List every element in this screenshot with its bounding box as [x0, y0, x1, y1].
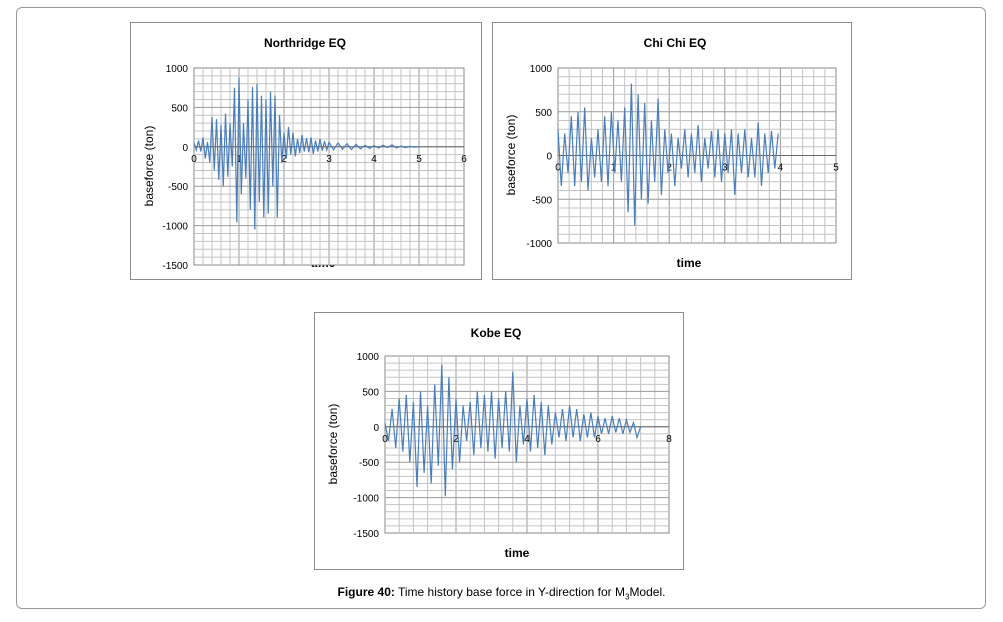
caption-label: Figure 40:	[337, 585, 395, 599]
caption-subscript: 3	[624, 592, 630, 602]
y-tick-label: -1000	[162, 222, 188, 233]
x-tick-label: 8	[666, 434, 672, 445]
x-tick-label: 2	[281, 154, 287, 165]
caption-text-end: Model.	[629, 585, 666, 599]
y-tick-label: 0	[373, 423, 379, 434]
x-tick-label: 5	[833, 163, 839, 174]
caption-text: Time history base force in Y-direction f…	[398, 585, 625, 599]
x-tick-label: 4	[371, 154, 377, 165]
x-tick-label: 6	[595, 434, 601, 445]
y-tick-label: 500	[535, 108, 552, 119]
y-tick-label: -500	[359, 458, 379, 469]
series-line	[557, 83, 779, 226]
y-tick-label: -1000	[353, 494, 379, 505]
y-tick-label: -1500	[353, 529, 379, 540]
x-axis-label: time	[677, 256, 702, 270]
x-tick-label: 2	[666, 163, 672, 174]
y-tick-label: 0	[546, 152, 552, 163]
x-tick-label: 1	[611, 163, 617, 174]
y-tick-label: 1000	[357, 352, 380, 363]
northridge-chart-svg: Northridge EQ time baseforce (ton) 10005…	[142, 36, 467, 272]
x-tick-label: 0	[555, 163, 561, 174]
figure-frame	[16, 7, 986, 609]
x-tick-label: 4	[524, 434, 530, 445]
y-tick-label: -500	[168, 182, 188, 193]
y-tick-label: -1500	[162, 261, 188, 272]
kobe-chart-svg: Kobe EQ time baseforce (ton) 1000 500 0 -50…	[326, 326, 672, 560]
x-tick-label: 2	[453, 434, 459, 445]
chichi-chart-svg: Chi Chi EQ time baseforce (ton) 1000 500 0…	[504, 36, 839, 270]
x-tick-label: 1	[236, 154, 242, 165]
chart-title: Kobe EQ	[471, 326, 522, 340]
x-tick-label: 4	[778, 163, 784, 174]
chart-title: Northridge EQ	[264, 36, 346, 50]
figure-caption: Figure 40: Time history base force in Y-…	[0, 585, 1003, 601]
y-axis-label: baseforce (ton)	[142, 126, 156, 207]
chart-northridge: Northridge EQ time baseforce (ton) 10005…	[130, 22, 482, 280]
y-tick-label: -500	[532, 195, 552, 206]
y-tick-label: -1000	[526, 239, 552, 250]
plot-grid	[557, 67, 837, 244]
x-tick-label: 0	[382, 434, 388, 445]
x-axis-label: time	[505, 546, 530, 560]
chart-kobe: Kobe EQ time baseforce (ton) 1000 500 0 -50…	[314, 312, 684, 570]
y-tick-label: 500	[171, 103, 188, 114]
x-tick-label: 3	[722, 163, 728, 174]
y-tick-label: 1000	[530, 64, 553, 75]
x-tick-label: 3	[326, 154, 332, 165]
x-tick-label: 0	[191, 154, 197, 165]
plot-grid	[384, 355, 670, 534]
y-tick-label: 0	[182, 143, 188, 154]
series-line	[193, 77, 420, 230]
series-line	[384, 364, 642, 497]
chart-title: Chi Chi EQ	[644, 36, 707, 50]
y-tick-label: 1000	[166, 64, 189, 75]
x-tick-label: 5	[416, 154, 422, 165]
y-axis-label: baseforce (ton)	[504, 115, 518, 196]
y-axis-label: baseforce (ton)	[326, 404, 340, 485]
y-tick-label: 500	[362, 387, 379, 398]
x-tick-label: 6	[461, 154, 467, 165]
chart-chichi: Chi Chi EQ time baseforce (ton) 1000 500 0…	[492, 22, 852, 280]
